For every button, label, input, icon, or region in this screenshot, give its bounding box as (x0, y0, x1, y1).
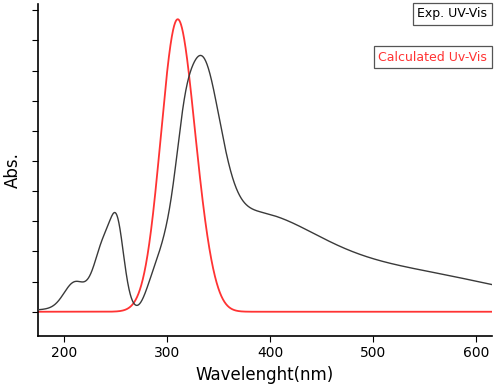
Text: Calculated Uv-Vis: Calculated Uv-Vis (378, 50, 487, 64)
X-axis label: Wavelenght(nm): Wavelenght(nm) (196, 366, 334, 384)
Y-axis label: Abs.: Abs. (4, 152, 22, 188)
Text: Exp. UV-Vis: Exp. UV-Vis (417, 7, 487, 21)
